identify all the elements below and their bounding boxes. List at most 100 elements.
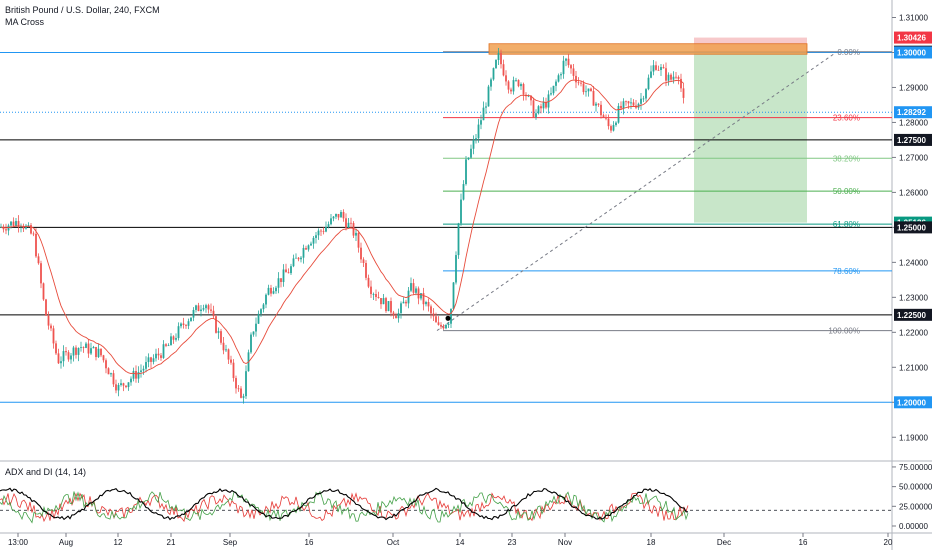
candle-body (110, 373, 112, 375)
price-tag-label: 1.27500 (897, 136, 926, 145)
candle-body (572, 68, 575, 76)
candle-body (350, 222, 352, 224)
candle-body (557, 75, 560, 82)
time-tick-label: 13:00 (8, 538, 29, 547)
candle-body (627, 101, 630, 104)
candle-body (462, 184, 465, 200)
candle-body (85, 343, 87, 348)
candle-body (157, 353, 160, 356)
candle-body (200, 309, 202, 312)
candle-body (92, 346, 95, 349)
candle-body (520, 84, 522, 87)
price-tag-label: 1.25000 (897, 223, 926, 232)
candle-body (490, 79, 492, 87)
candle-body (70, 355, 72, 360)
candle-body (580, 82, 582, 84)
candle-body (262, 304, 265, 310)
candle-body (477, 124, 480, 139)
candle-body (387, 301, 390, 312)
price-tick-label: 1.28000 (899, 118, 928, 127)
candle-body (257, 313, 260, 324)
candle-body (62, 351, 65, 362)
candle-body (562, 60, 565, 75)
candle-body (90, 348, 92, 354)
candle-body (642, 98, 645, 100)
candle-body (552, 85, 555, 94)
candle-body (310, 243, 312, 246)
candle-body (377, 297, 380, 299)
candle-body (130, 378, 132, 383)
candle-body (575, 75, 577, 83)
candle-body (450, 308, 452, 324)
candle-body (455, 255, 457, 283)
candle-body (460, 199, 462, 224)
candle-body (217, 331, 220, 333)
fib-level-label: 61.80% (833, 220, 860, 229)
trade-entry-dot (445, 315, 451, 321)
candle-body (360, 247, 362, 260)
candle-body (615, 122, 617, 126)
candle-body (502, 64, 505, 76)
candle-body (145, 362, 147, 369)
candle-body (595, 103, 597, 106)
candle-body (35, 233, 37, 257)
candle-body (345, 218, 347, 228)
candle-body (607, 118, 610, 127)
candle-body (517, 80, 520, 87)
adx-tick-label: 0.00000 (899, 522, 928, 531)
candle-body (400, 303, 402, 314)
candle-body (522, 84, 525, 95)
candle-body (292, 258, 295, 267)
candle-body (25, 225, 27, 229)
candle-body (452, 282, 455, 309)
candle-body (662, 67, 665, 69)
candle-body (302, 247, 305, 258)
candle-body (465, 159, 467, 185)
candle-body (150, 357, 152, 362)
candle-body (445, 324, 447, 329)
candle-body (252, 331, 255, 335)
candle-body (417, 288, 420, 299)
candle-body (547, 94, 550, 108)
price-tag (894, 396, 932, 409)
candle-body (427, 302, 430, 307)
candle-body (245, 371, 247, 397)
fib-level-label: 78.60% (833, 267, 860, 276)
time-tick-label: 23 (508, 538, 517, 547)
candle-body (275, 287, 277, 292)
candle-body (120, 383, 122, 385)
candle-body (232, 362, 235, 379)
time-tick-label: Aug (59, 538, 73, 547)
candle-body (20, 226, 22, 228)
fib-level-label: 23.60% (833, 114, 860, 123)
candle-body (397, 313, 400, 319)
candle-body (532, 100, 535, 118)
candle-body (305, 247, 307, 250)
price-tick-label: 1.29000 (899, 83, 928, 92)
candle-body (332, 216, 335, 219)
candle-body (652, 65, 655, 72)
candle-body (207, 305, 210, 310)
candle-body (15, 221, 17, 226)
candle-body (122, 383, 125, 386)
candle-body (97, 348, 100, 358)
candle-body (280, 278, 282, 283)
candle-body (647, 77, 650, 90)
candle-body (162, 344, 165, 358)
candle-body (30, 225, 32, 234)
candle-body (107, 368, 110, 375)
price-tick-label: 1.24000 (899, 258, 928, 267)
candle-body (117, 384, 120, 391)
candle-body (45, 299, 47, 316)
candle-body (492, 68, 495, 80)
candle-body (385, 298, 387, 312)
price-tag (894, 46, 932, 59)
candle-body (437, 322, 440, 325)
di-minus-line (0, 492, 689, 523)
candle-body (650, 71, 652, 78)
fib-level-label: 38.20% (833, 154, 860, 163)
price-tag-label: 1.22500 (897, 311, 926, 320)
candle-body (510, 89, 512, 92)
candle-body (242, 396, 245, 398)
